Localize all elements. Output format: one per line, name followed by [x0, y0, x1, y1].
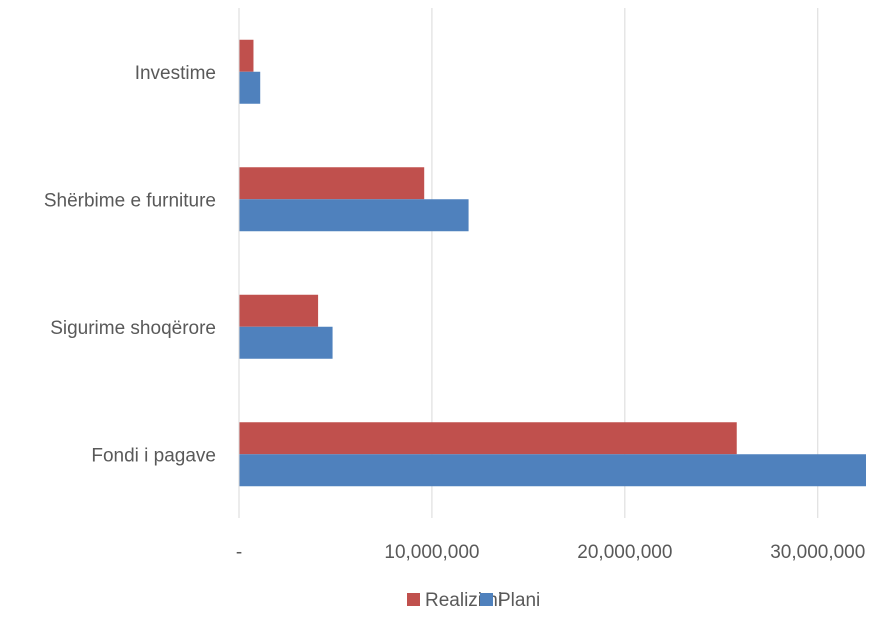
x-tick-labels: - 10,000,000 20,000,000 30,000,000 — [236, 542, 865, 563]
category-label: Fondi i pagave — [91, 445, 216, 466]
bars — [239, 39, 866, 487]
category-label: Shërbime e furniture — [44, 190, 216, 211]
category-label: Sigurime shoqërore — [50, 318, 216, 339]
x-tick-label: 20,000,000 — [577, 542, 672, 563]
legend-swatch — [480, 593, 493, 606]
bar-realizimi — [239, 39, 254, 72]
category-labels: Investime Shërbime e furniture Sigurime sh… — [44, 63, 216, 467]
bar-realizimi — [239, 167, 425, 200]
bar-plani — [239, 326, 333, 359]
bar-plani — [239, 71, 261, 104]
x-tick-label: 10,000,000 — [384, 542, 479, 563]
bar-plani — [239, 199, 469, 232]
legend-label: Plani — [498, 590, 540, 611]
bar-plani — [239, 454, 866, 487]
legend-swatch — [407, 593, 420, 606]
bar-realizimi — [239, 422, 737, 455]
x-tick-label: 30,000,000 — [770, 542, 865, 563]
bar-realizimi — [239, 294, 319, 327]
category-label: Investime — [135, 63, 216, 84]
x-tick-label: - — [236, 542, 242, 563]
